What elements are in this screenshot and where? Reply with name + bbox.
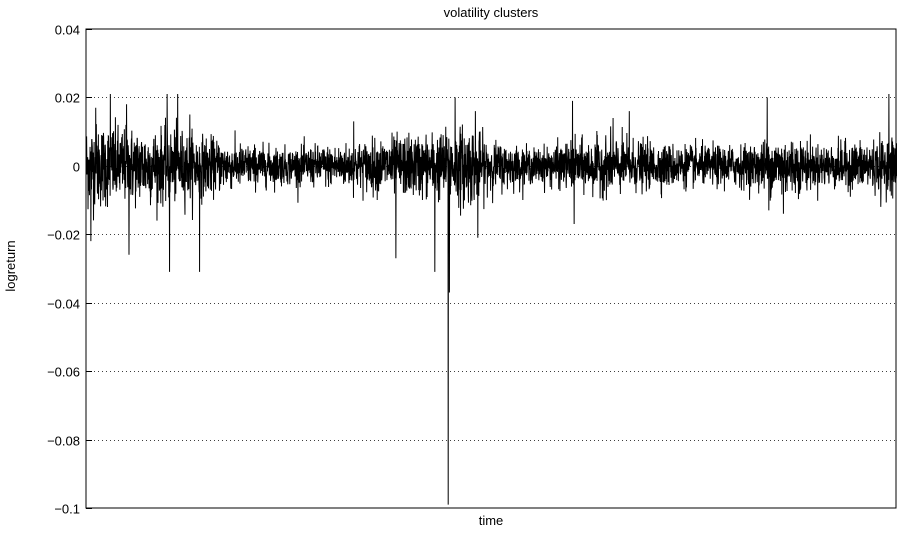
y-tick-label: 0.04 — [55, 23, 80, 38]
y-tick-label: −0.06 — [47, 365, 80, 380]
y-axis-ticks: 0.04 0.02 0 −0.02 −0.04 −0.06 −0.08 −0.1 — [47, 23, 92, 517]
chart-title: volatility clusters — [444, 5, 539, 20]
y-tick-label: −0.04 — [47, 297, 80, 312]
gridlines — [86, 97, 896, 441]
logreturn-series-line — [85, 94, 897, 505]
y-axis-label: logreturn — [3, 240, 18, 291]
y-tick-label: 0.02 — [55, 91, 80, 106]
y-tick-label: −0.1 — [54, 502, 80, 517]
y-tick-label: 0 — [73, 160, 80, 175]
y-tick-label: −0.02 — [47, 228, 80, 243]
series-layer — [85, 94, 897, 505]
y-tick-label: −0.08 — [47, 434, 80, 449]
x-axis-label: time — [479, 513, 504, 528]
plot-frame — [85, 28, 897, 509]
